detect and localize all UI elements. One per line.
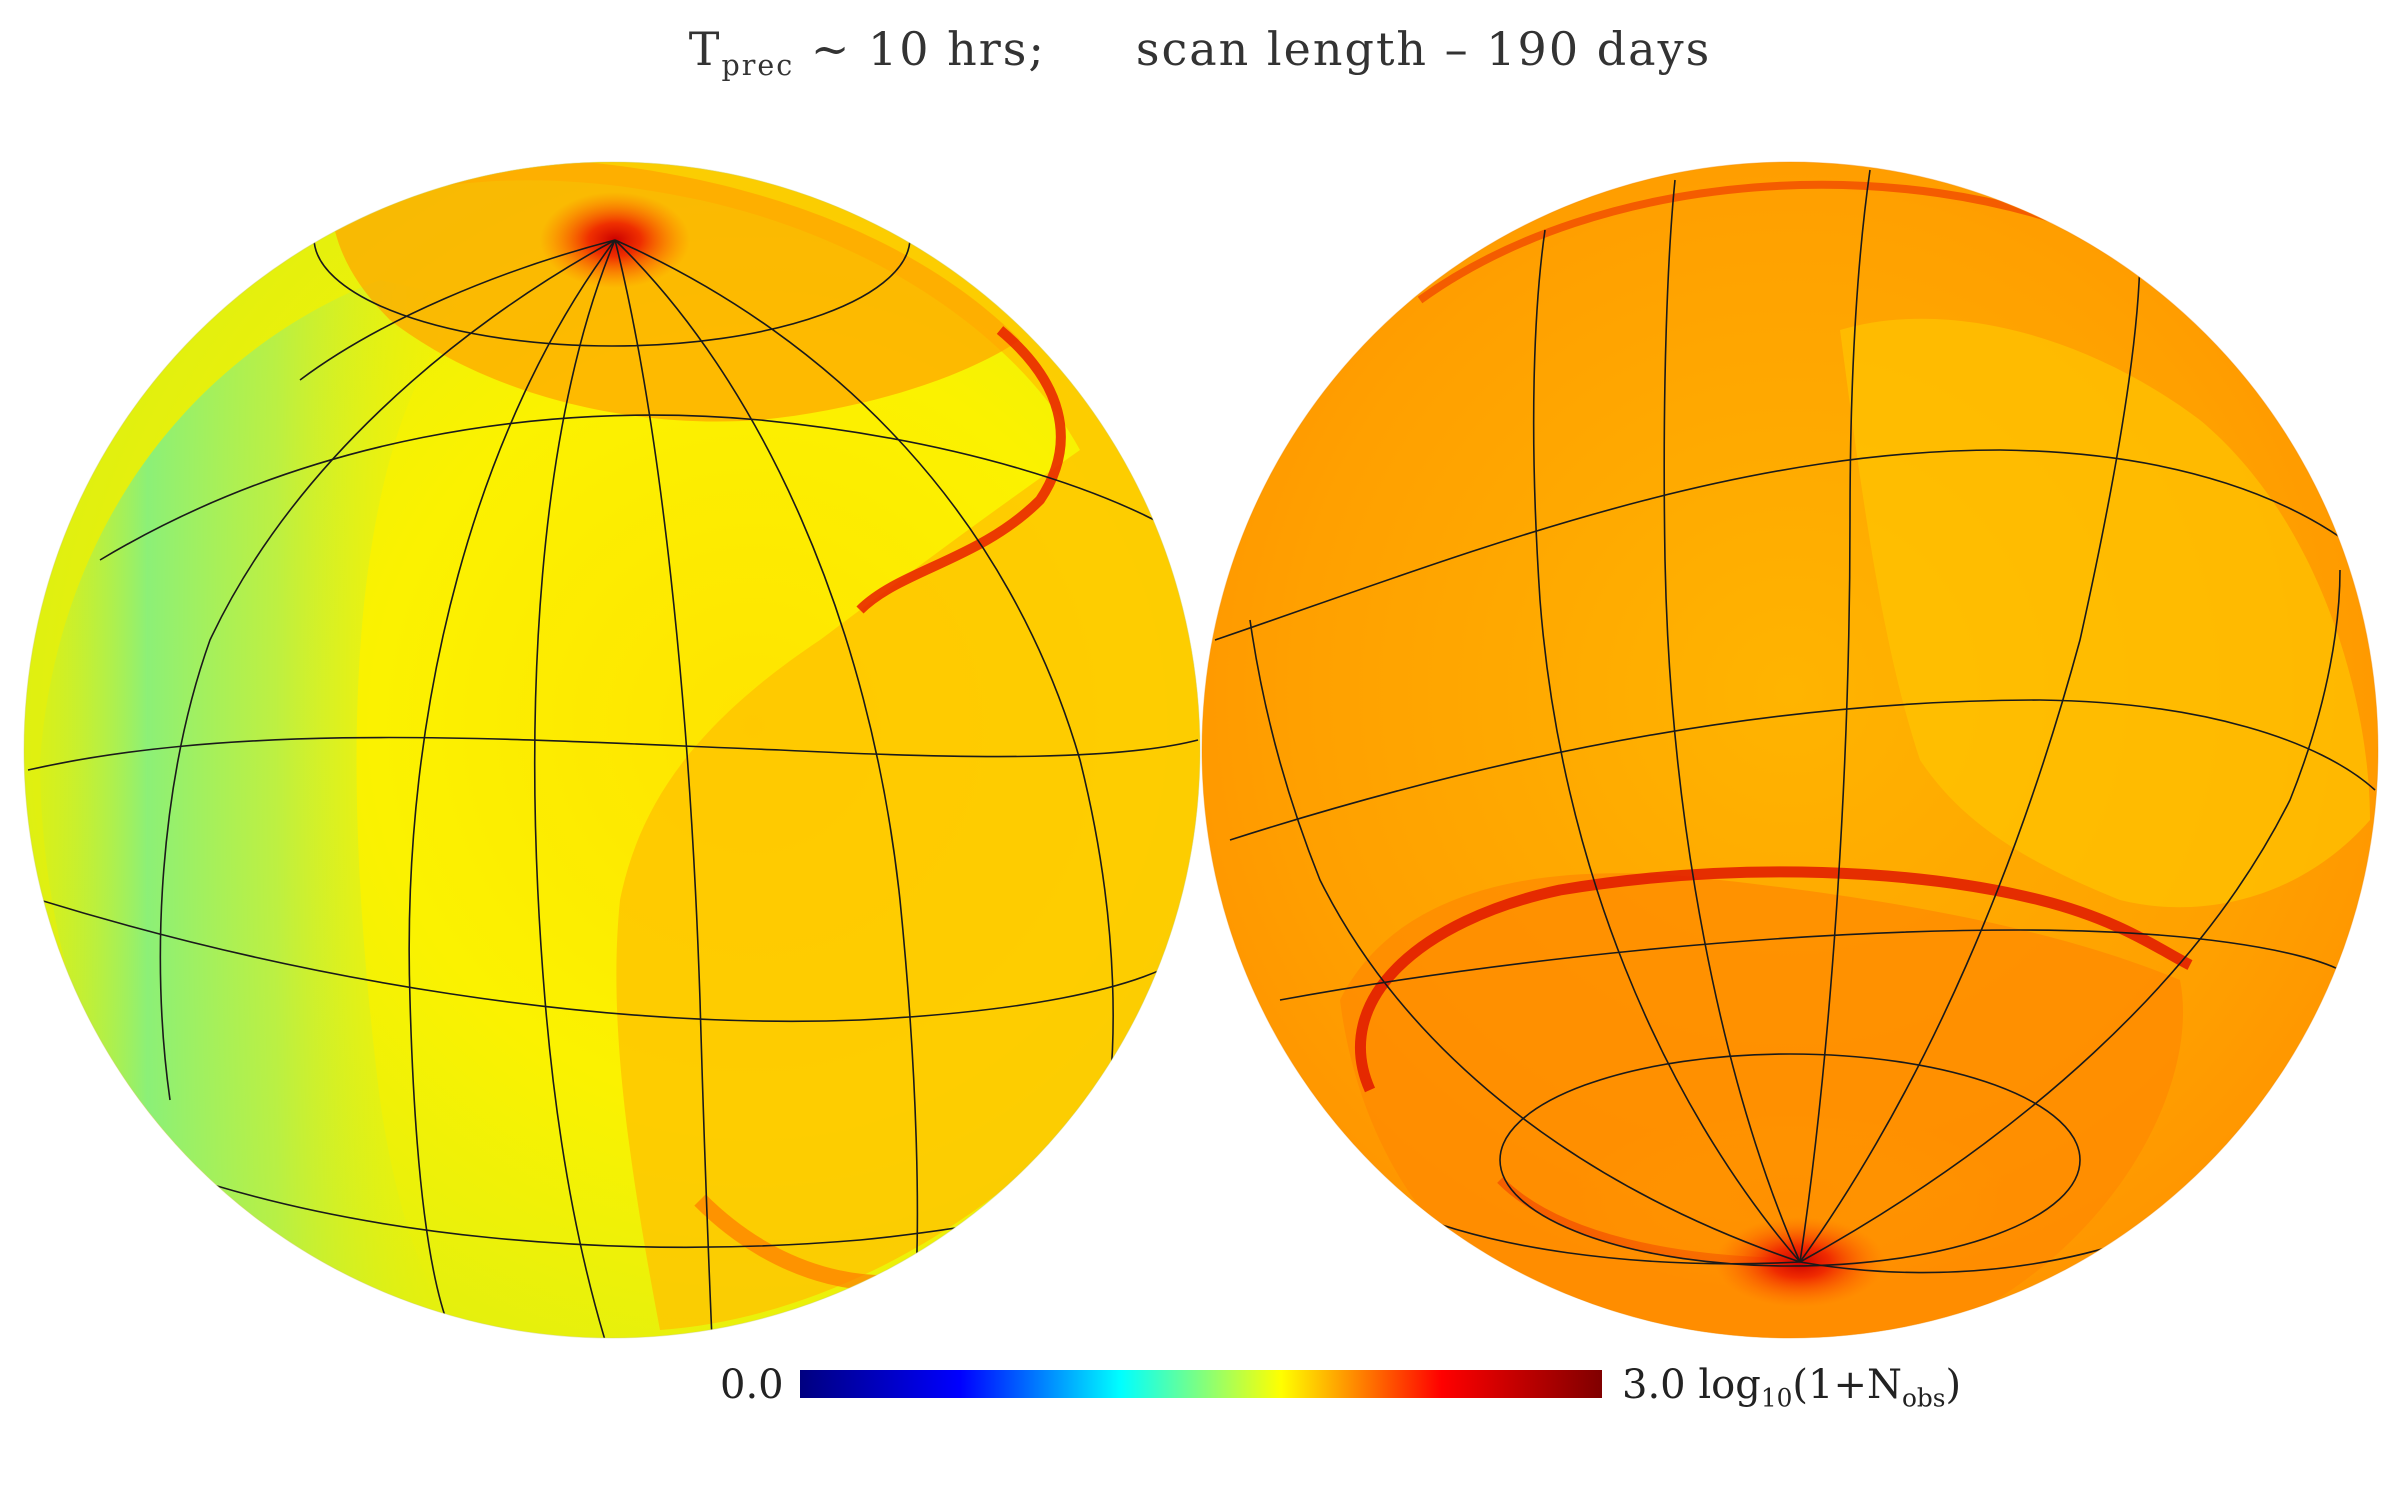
colorbar <box>800 1370 1602 1398</box>
left-hemisphere <box>23 161 1201 1339</box>
right-yellow-region <box>1840 318 2370 908</box>
title-period-symbol: T <box>688 22 722 76</box>
quantity-mid: (1+N <box>1792 1362 1902 1408</box>
title-period-subscript: prec <box>721 48 795 82</box>
right-caustic-curve <box>1355 866 2193 1093</box>
right-top-arc <box>1417 180 2112 304</box>
quantity-prefix: log <box>1698 1362 1761 1408</box>
quantity-suffix: ) <box>1945 1362 1962 1408</box>
title-scan-length: scan length – 190 days <box>1135 22 1712 76</box>
left-low-coverage-band <box>40 280 470 1338</box>
right-hemisphere <box>1201 161 2379 1339</box>
colorbar-quantity-label: log10(1+Nobs) <box>1698 1362 1962 1413</box>
left-top-cap <box>330 162 1020 422</box>
quantity-subscript: obs <box>1901 1383 1946 1413</box>
quantity-base: 10 <box>1760 1383 1793 1413</box>
left-orange-region <box>300 162 1200 1330</box>
colorbar-min-label: 0.0 <box>720 1362 784 1408</box>
colorbar-max-group: 3.0 log10(1+Nobs) <box>1622 1362 1961 1413</box>
title-period-value: ~ 10 hrs; <box>810 22 1046 76</box>
left-caustic-curve <box>856 326 1066 614</box>
colorbar-max-label: 3.0 <box>1622 1362 1686 1408</box>
chart-title: Tprec ~ 10 hrs; scan length – 190 days <box>0 22 2400 82</box>
